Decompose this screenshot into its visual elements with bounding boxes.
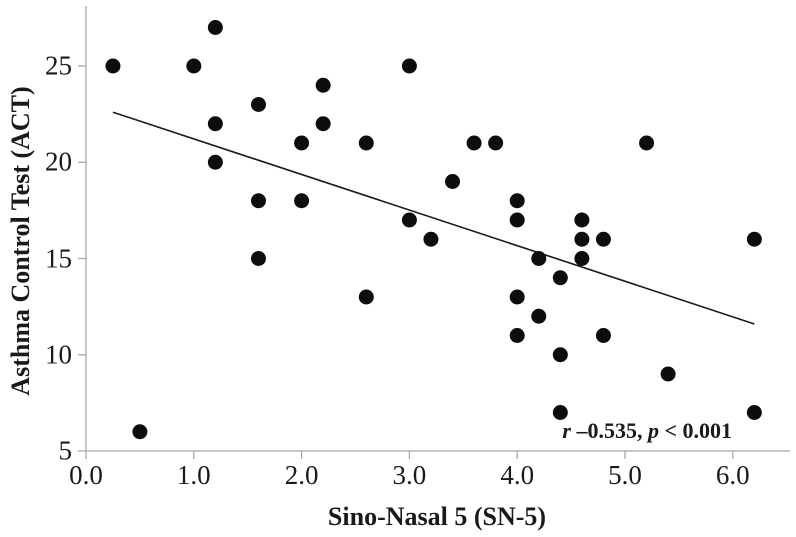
y-tick-label-5: 5 (58, 435, 73, 466)
data-point (531, 251, 547, 266)
data-point (315, 77, 331, 93)
data-point (358, 289, 374, 305)
data-point (423, 231, 439, 247)
x-tick-label-1.0: 1.0 (176, 460, 211, 490)
data-point (445, 174, 461, 189)
data-point (574, 251, 590, 266)
data-point (358, 135, 374, 151)
x-tick-label-2.0: 2.0 (284, 460, 319, 490)
data-point (552, 270, 568, 286)
data-point (746, 231, 762, 247)
data-point (488, 135, 504, 151)
data-point (552, 347, 568, 363)
x-tick-label-6.0: 6.0 (715, 460, 750, 490)
p-symbol: p (647, 418, 659, 443)
x-tick-label-0.0: 0.0 (69, 460, 103, 490)
data-point (574, 212, 590, 228)
y-axis-title: Asthma Control Test (ACT) (6, 86, 35, 396)
data-point (552, 405, 568, 420)
data-point (105, 58, 121, 74)
data-point (509, 193, 525, 209)
data-point (207, 20, 223, 35)
y-tick-label-20: 20 (45, 146, 72, 177)
x-tick-label-4.0: 4.0 (500, 460, 535, 490)
data-point (401, 58, 417, 74)
data-point (639, 135, 655, 151)
x-tick-label-3.0: 3.0 (392, 460, 427, 490)
x-tick-label-5.0: 5.0 (608, 460, 642, 490)
y-tick-label-25: 25 (45, 50, 72, 81)
y-tick-label-10: 10 (45, 339, 72, 370)
data-point (186, 58, 202, 74)
regression-trendline (112, 111, 755, 325)
r-value: –0.535, (570, 418, 648, 443)
data-point (132, 424, 148, 440)
data-point (531, 308, 547, 324)
y-tick-label-15: 15 (45, 243, 72, 273)
data-point (250, 193, 266, 209)
data-point (509, 212, 525, 228)
data-point (509, 289, 525, 305)
x-axis-title: Sino-Nasal 5 (SN-5) (327, 502, 547, 531)
data-point (595, 328, 611, 343)
data-point (595, 231, 611, 247)
data-point (574, 231, 590, 247)
data-point (250, 97, 266, 112)
data-point (294, 193, 310, 209)
data-point (509, 328, 525, 343)
data-point (746, 405, 762, 420)
p-value: < 0.001 (658, 418, 732, 443)
r-symbol: r (562, 418, 571, 443)
data-point (660, 366, 676, 382)
data-point (207, 154, 223, 170)
data-point (401, 212, 417, 228)
data-point (294, 135, 310, 151)
data-point (315, 116, 331, 132)
data-point (466, 135, 482, 151)
data-point (250, 251, 266, 266)
data-point (207, 116, 223, 132)
correlation-annotation: r –0.535, p < 0.001 (562, 418, 732, 444)
